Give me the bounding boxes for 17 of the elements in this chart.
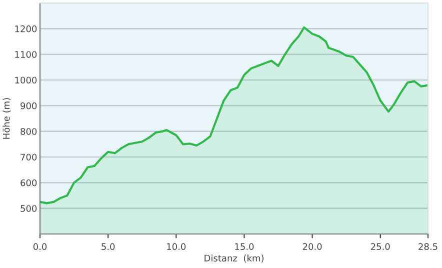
x-tick-label: 28.5 <box>418 243 438 250</box>
x-axis-title: Distanz (km) <box>204 254 264 263</box>
x-tick-label: 20.0 <box>302 243 322 250</box>
y-tick-label: 700 <box>20 154 37 161</box>
y-tick-label: 1200 <box>15 25 37 32</box>
x-tick-label: 0.0 <box>33 243 47 250</box>
x-tick-label: 15.0 <box>235 243 254 250</box>
x-tick-label: 25.0 <box>370 243 390 250</box>
x-tick-label: 10.0 <box>167 243 186 250</box>
y-axis-title: Höhe (m) <box>2 98 11 139</box>
y-tick-label: 900 <box>20 102 37 110</box>
y-tick-label: 500 <box>20 205 37 212</box>
y-tick-label: 1100 <box>15 51 37 58</box>
y-tick-label: 600 <box>20 179 37 186</box>
y-tick-label: 1000 <box>15 76 37 84</box>
y-tick-label: 800 <box>20 128 37 135</box>
x-tick-label: 5.0 <box>102 243 115 250</box>
